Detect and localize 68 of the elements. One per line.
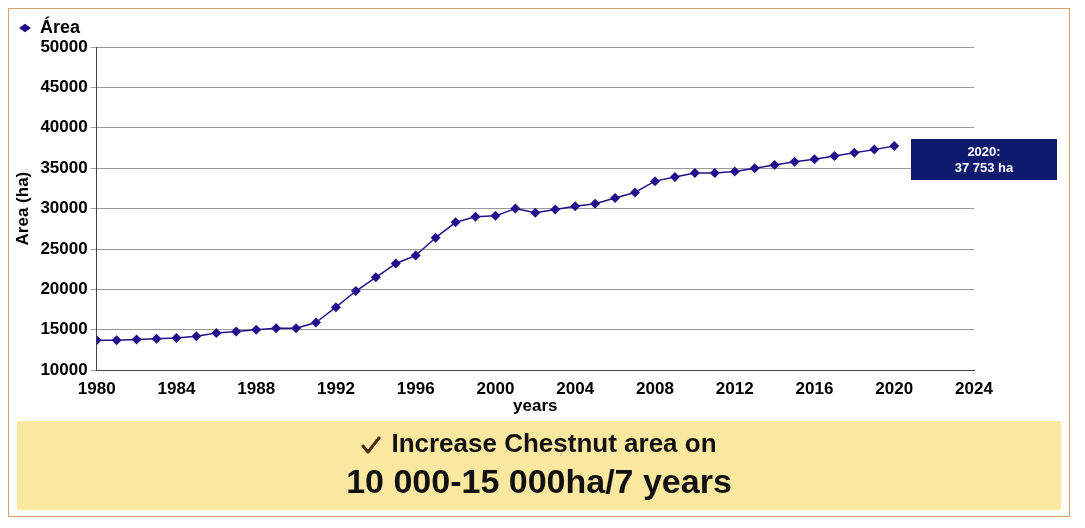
x-tick-label: 2004 bbox=[556, 379, 595, 399]
x-tick-label: 1984 bbox=[157, 379, 196, 399]
x-tick-label: 1992 bbox=[317, 379, 355, 399]
point bbox=[510, 203, 521, 214]
point bbox=[530, 207, 541, 218]
point bbox=[649, 176, 660, 187]
y-tick-label: 20000 bbox=[40, 279, 88, 299]
x-tick-label: 2012 bbox=[715, 379, 754, 399]
text: Increase Chestnut area on bbox=[391, 428, 717, 458]
point bbox=[809, 154, 820, 165]
point bbox=[390, 258, 401, 269]
point bbox=[729, 166, 740, 177]
x-tick-label: 2024 bbox=[955, 379, 994, 399]
point bbox=[111, 335, 122, 346]
y-tick-label: 45000 bbox=[40, 77, 88, 97]
x-tick-label: 1988 bbox=[237, 379, 276, 399]
point bbox=[550, 204, 561, 215]
x-tick-label: 2016 bbox=[795, 379, 834, 399]
y-axis-title: Area (ha) bbox=[12, 171, 32, 246]
point bbox=[211, 328, 222, 339]
point bbox=[291, 323, 302, 334]
point bbox=[490, 210, 501, 221]
point bbox=[191, 331, 202, 342]
point bbox=[829, 151, 840, 162]
y-tick-label: 50000 bbox=[40, 36, 88, 56]
callout-box: 2020: 37 753 ha bbox=[911, 139, 1057, 181]
point bbox=[849, 147, 860, 158]
point bbox=[789, 156, 800, 167]
point bbox=[410, 250, 421, 261]
y-tick-label: 15000 bbox=[40, 319, 88, 339]
point bbox=[889, 140, 900, 151]
point bbox=[131, 334, 142, 345]
x-axis-title: years bbox=[513, 396, 558, 416]
x-tick-label: 2000 bbox=[476, 379, 515, 399]
y-tick-label: 35000 bbox=[40, 157, 88, 177]
x-tick-label: 1996 bbox=[396, 379, 435, 399]
point bbox=[749, 163, 760, 174]
point bbox=[430, 232, 441, 243]
x-tick-label: 2020 bbox=[875, 379, 914, 399]
y-tick-label: 25000 bbox=[40, 238, 88, 258]
point bbox=[709, 168, 720, 179]
point bbox=[151, 333, 162, 344]
x-tick-label: 2008 bbox=[636, 379, 674, 399]
point bbox=[350, 286, 361, 297]
point bbox=[231, 326, 242, 337]
point bbox=[610, 193, 621, 204]
point bbox=[769, 159, 780, 170]
legend-label: Área bbox=[40, 15, 82, 37]
point bbox=[689, 168, 700, 179]
point bbox=[570, 201, 581, 212]
point bbox=[370, 272, 381, 283]
point bbox=[590, 198, 601, 209]
point bbox=[630, 187, 641, 198]
point bbox=[311, 317, 322, 328]
point bbox=[330, 302, 341, 313]
text: 10 000-15 000ha/7 years bbox=[346, 461, 732, 500]
x-tick-label: 1980 bbox=[77, 379, 116, 399]
point bbox=[450, 217, 461, 228]
y-tick-label: 10000 bbox=[40, 359, 88, 379]
point bbox=[271, 323, 282, 334]
point bbox=[869, 144, 880, 155]
point bbox=[251, 324, 262, 335]
annotation: 2020: 37 753 ha bbox=[953, 144, 1015, 176]
point bbox=[669, 172, 680, 183]
y-tick-label: 40000 bbox=[40, 117, 88, 137]
y-tick-label: 30000 bbox=[40, 198, 88, 218]
point bbox=[171, 332, 182, 343]
point bbox=[470, 211, 481, 222]
